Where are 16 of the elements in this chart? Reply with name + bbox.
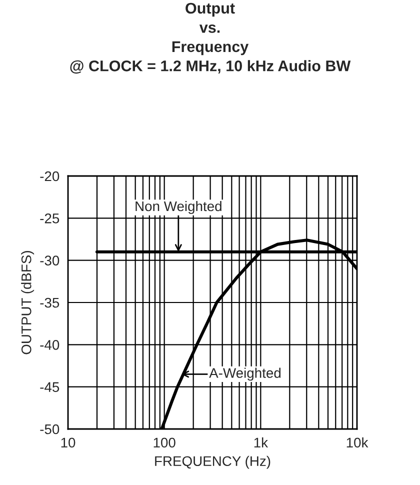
y-axis-title: OUTPUT (dBFS) — [21, 251, 34, 354]
annotation: A-Weighted — [209, 368, 280, 381]
y-tick-label: -20 — [40, 171, 60, 182]
y-tick-label: -50 — [40, 424, 60, 434]
x-tick-label: 100 — [154, 438, 176, 448]
annotation: Non Weighted — [136, 200, 222, 214]
x-tick-label: 10k — [346, 437, 368, 448]
y-tick-label: -40 — [40, 340, 60, 350]
y-tick-label: -35 — [40, 298, 60, 308]
y-tick-label: -30 — [40, 256, 60, 266]
x-tick-label: 10 — [61, 438, 76, 448]
y-tick-label: -45 — [40, 382, 60, 392]
x-axis-title: FREQUENCY (Hz) — [155, 456, 270, 469]
y-tick-label: -25 — [40, 214, 60, 224]
chart-title: Output vs. Frequency @ CLOCK = 1.2 MHz, 10 kHz Audio BW — [70, 2, 351, 74]
x-tick-label: 1k — [254, 437, 268, 448]
